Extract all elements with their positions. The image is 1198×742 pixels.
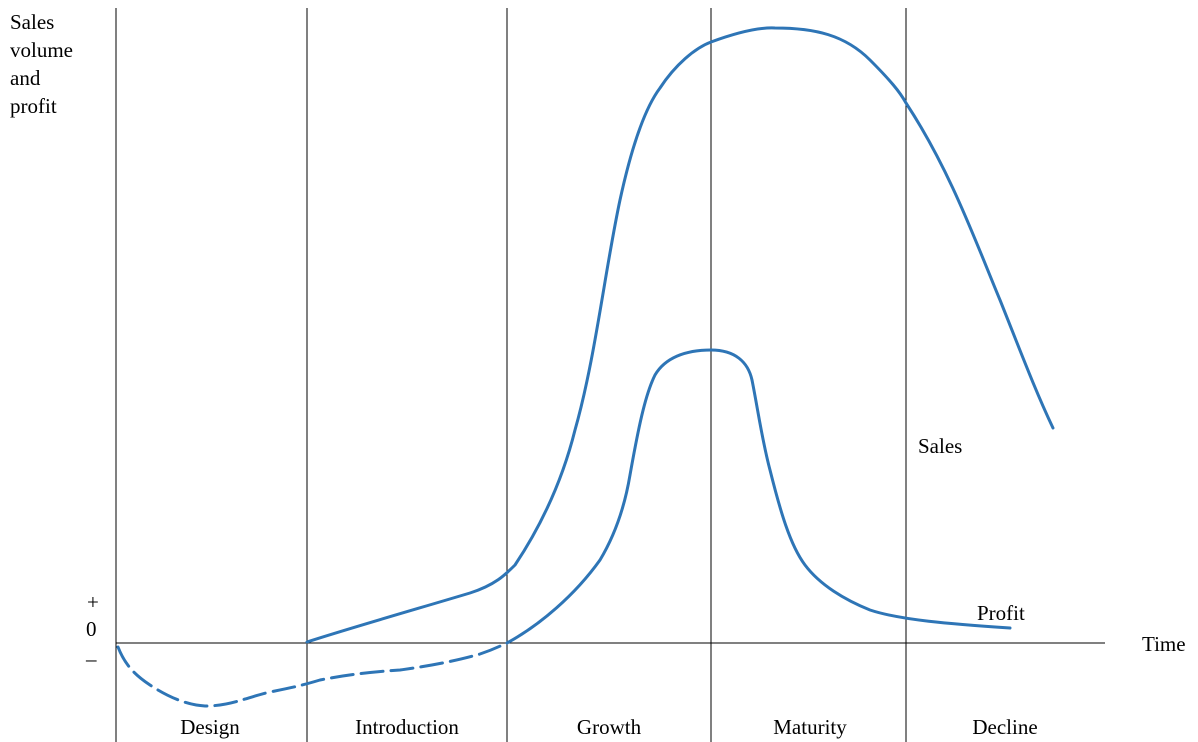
plus-sign: + bbox=[87, 590, 99, 614]
zero-sign: 0 bbox=[86, 617, 97, 641]
y-axis-label-line: profit bbox=[10, 94, 57, 118]
stage-label-design: Design bbox=[180, 715, 240, 739]
sales-curve bbox=[305, 26, 1055, 644]
y-axis-label-line: Sales bbox=[10, 10, 55, 34]
sales-curve-label: Sales bbox=[918, 434, 962, 458]
stage-label-maturity: Maturity bbox=[773, 715, 847, 739]
stage-label-decline: Decline bbox=[972, 715, 1037, 739]
minus-sign: – bbox=[85, 647, 97, 671]
x-axis-label: Time bbox=[1142, 632, 1186, 656]
stage-label-introduction: Introduction bbox=[355, 715, 459, 739]
stage-label-growth: Growth bbox=[577, 715, 642, 739]
profit-curve-label: Profit bbox=[977, 601, 1025, 625]
stage-dividers bbox=[115, 8, 907, 742]
design-loss-curve bbox=[116, 641, 509, 708]
y-axis-label: Sales volume and profit bbox=[10, 8, 73, 120]
profit-curve bbox=[505, 348, 1012, 645]
y-axis-label-line: and bbox=[10, 66, 41, 90]
y-axis-label-line: volume bbox=[10, 38, 73, 62]
